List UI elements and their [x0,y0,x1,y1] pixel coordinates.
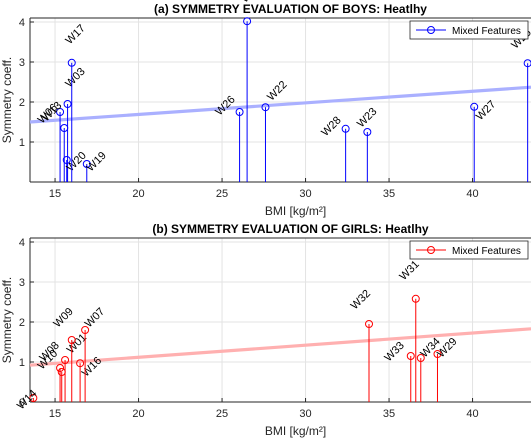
point-label: W23 [355,106,379,130]
y-tick-label: 1 [19,357,25,369]
x-axis-label: BMI [kg/m²] [265,204,326,218]
y-axis-label: Symmetry coeff. [0,277,14,363]
data-point [235,108,244,116]
data-point [470,102,479,111]
point-label: W26 [213,94,237,118]
data-point [67,336,76,344]
x-axis-label: BMI [kg/m²] [265,424,326,438]
x-tick-label: 15 [49,408,61,420]
y-tick-label: 0 [19,397,25,409]
x-tick-label: 15 [49,188,61,200]
y-tick-label: 3 [19,277,25,289]
data-point [76,359,85,368]
data-point [365,320,374,328]
y-tick-label: 1 [19,137,25,149]
data-point [29,394,38,402]
x-tick-label: 40 [466,408,478,420]
point-label: W03 [63,66,87,90]
x-tick-label: 20 [132,408,144,420]
data-point [363,128,372,136]
point-label: W22 [265,79,289,103]
data-point [406,352,415,360]
trend-line [29,85,531,124]
data-point [63,100,72,108]
x-tick-label: 25 [216,408,228,420]
data-point [56,364,65,372]
y-tick-label: 4 [19,17,25,29]
data-point [56,108,65,116]
legend-marker [427,26,435,34]
point-label: W29 [435,336,459,360]
x-tick-label: 35 [383,188,395,200]
panel-boys: 15 20 25 30 35 40 1 2 3 4 (a) SYMMETRY EVALUATION … [0,0,531,218]
legend-label: Mixed Features [452,246,521,257]
data-point [523,59,531,68]
point-label: W28 [319,114,343,138]
data-point [416,354,425,362]
chart-title: (b) SYMMETRY EVALUATION OF GIRLS: Heatlh… [152,222,429,236]
x-tick-label: 30 [299,408,311,420]
point-label: W31 [397,258,421,282]
y-tick-label: 2 [19,317,25,329]
data-point [61,356,70,364]
data-point [433,350,442,358]
legend-label: Mixed Features [452,26,521,37]
legend [409,20,529,40]
trend-line [29,327,531,367]
x-tick-label: 30 [299,188,311,200]
point-label: W33 [382,340,406,364]
x-tick-label: 20 [132,188,144,200]
legend-marker [427,246,435,254]
panel-girls: 15 20 25 30 35 40 0 1 2 3 4 (b) SYMMETRY EVALUATION… [0,222,531,438]
x-tick-label: 40 [466,188,478,200]
point-label: W17 [63,22,87,46]
y-axis-label: Symmetry coeff. [0,57,14,143]
data-point [62,156,71,164]
data-point [261,103,270,112]
data-point [411,294,420,303]
point-label: W32 [349,288,373,312]
chart-title: (a) SYMMETRY EVALUATION OF BOYS: Heatlhy [154,2,427,16]
y-tick-label: 2 [19,97,25,109]
x-tick-label: 35 [383,408,395,420]
data-point [81,326,90,334]
legend [409,240,529,260]
x-tick-label: 25 [216,188,228,200]
point-label: W19 [84,150,108,174]
data-point [67,58,76,67]
y-tick-label: 4 [19,237,25,249]
data-point [243,17,252,26]
point-label: W07 [83,306,107,330]
data-point [341,124,350,133]
y-tick-label: 3 [19,57,25,69]
data-point [82,160,91,168]
